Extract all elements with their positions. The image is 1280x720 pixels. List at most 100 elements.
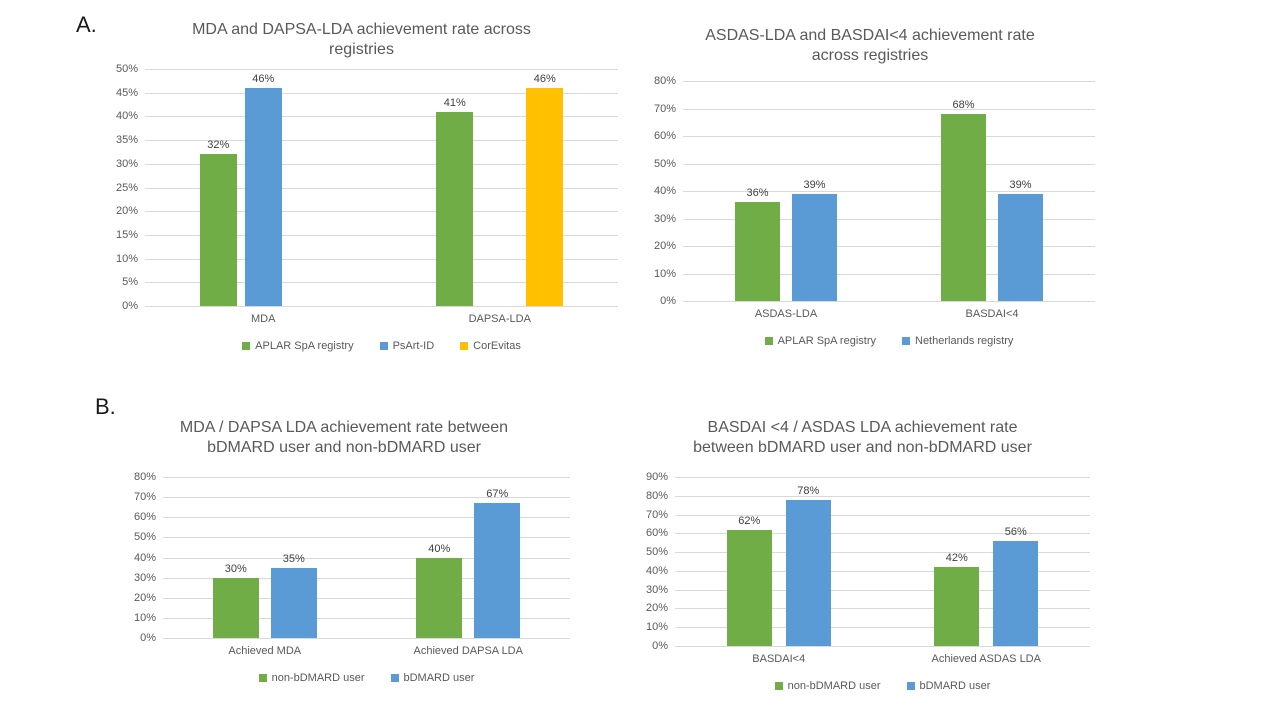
category-group: 40% 67% — [367, 477, 571, 639]
y-axis-tick-label: 0% — [122, 300, 138, 313]
bar: 56% — [993, 526, 1039, 647]
gridline — [145, 140, 618, 142]
gridline — [675, 552, 1090, 554]
bar-value-label: 78% — [797, 484, 820, 497]
bar: 41% — [436, 97, 474, 307]
chart-mda-dapsa-bdmard: MDA / DAPSA LDA achievement rate between… — [118, 418, 570, 684]
gridline — [163, 617, 570, 619]
chart-title: MDA and DAPSA-LDA achievement rate acros… — [192, 21, 531, 58]
legend-label: bDMARD user — [919, 680, 991, 693]
bar: 35% — [270, 553, 317, 639]
bar-groups: 30% 35% 40% 67% — [163, 477, 571, 639]
y-axis-tick-label: 20% — [133, 591, 156, 604]
y-axis-tick-label: 10% — [645, 621, 668, 634]
bar-value-label: 36% — [746, 187, 769, 200]
legend: APLAR SpA registry Netherlands registry — [683, 335, 1095, 347]
x-axis: ASDAS-LDA BASDAI<4 — [683, 308, 1095, 320]
bar: 46% — [526, 73, 564, 307]
y-axis-tick-label: 0% — [140, 632, 156, 645]
y-axis-tick-label: 40% — [653, 185, 676, 198]
legend-item: PsArt-ID — [379, 340, 435, 353]
y-axis-tick-label: 30% — [115, 157, 138, 170]
x-axis-category-label: Achieved MDA — [228, 645, 302, 658]
legend-item: APLAR SpA registry — [242, 340, 354, 352]
gridline — [145, 187, 618, 189]
x-axis: Achieved MDA Achieved DAPSA LDA — [163, 645, 570, 657]
gridline — [675, 514, 1090, 516]
plot-area: 36% 39% 68% 39% — [683, 81, 1095, 303]
bar: 36% — [735, 187, 780, 302]
legend-item: bDMARD user — [390, 672, 475, 685]
legend: APLAR SpA registry PsArt-ID CorEvitas — [145, 340, 618, 352]
y-axis-tick-label: 70% — [133, 491, 156, 504]
gridline — [683, 301, 1095, 303]
chart-body: 90% 80% 70% 60% 50% 40% 30% 20% 10% 0% 62% 78% 42% 56… — [635, 471, 1090, 652]
x-axis: BASDAI<4 Achieved ASDAS LDA — [675, 653, 1090, 665]
bar-value-label: 40% — [428, 542, 451, 555]
category-group: 32% 46% — [145, 69, 382, 307]
category-group: 62% 78% — [675, 477, 883, 647]
bar: 30% — [212, 563, 259, 639]
y-axis-tick-label: 20% — [115, 205, 138, 218]
gridline — [163, 477, 570, 479]
legend: non-bDMARD user bDMARD user — [163, 672, 570, 684]
gridline — [675, 627, 1090, 629]
gridline — [675, 589, 1090, 591]
gridline — [683, 81, 1095, 83]
y-axis-tick-label: 10% — [653, 267, 676, 280]
legend-swatch — [906, 682, 915, 691]
legend-swatch — [902, 337, 910, 346]
legend-label: PsArt-ID — [392, 340, 435, 353]
x-axis-category-label: Achieved ASDAS LDA — [931, 653, 1041, 666]
gridline — [675, 646, 1090, 648]
gridline — [163, 557, 570, 559]
bar: 68% — [941, 99, 986, 302]
y-axis-tick-label: 40% — [115, 110, 138, 123]
legend-swatch — [258, 674, 267, 683]
bar: 40% — [416, 543, 463, 639]
bar-groups: 36% 39% 68% 39% — [683, 81, 1095, 302]
x-axis-category-label: Achieved DAPSA LDA — [413, 645, 523, 658]
legend-label: non-bDMARD user — [787, 680, 881, 693]
gridline — [145, 92, 618, 94]
gridline — [145, 116, 618, 118]
chart-title: ASDAS-LDA and BASDAI<4 achievement rate … — [705, 27, 1035, 64]
bar-value-label: 35% — [282, 552, 305, 565]
gridline — [163, 517, 570, 519]
bar: 78% — [785, 485, 831, 647]
x-axis-category-label: MDA — [251, 313, 276, 326]
bar-value-label: 46% — [533, 73, 556, 85]
legend-item: bDMARD user — [906, 680, 991, 693]
bar: 32% — [199, 139, 237, 307]
section-label-a: A. — [76, 12, 97, 37]
chart-body: 80% 70% 60% 50% 40% 30% 20% 10% 0% 30% 35% 40% 67% — [118, 471, 571, 644]
gridline — [683, 191, 1095, 193]
y-axis-tick-label: 15% — [115, 228, 138, 241]
y-axis-tick-label: 40% — [645, 564, 668, 577]
legend-item: CorEvitas — [460, 340, 521, 352]
gridline — [145, 306, 618, 308]
y-axis-tick-label: 80% — [653, 75, 676, 88]
bar-value-label: 30% — [224, 562, 247, 575]
y-axis-tick-label: 35% — [115, 134, 138, 147]
y-axis-tick-label: 10% — [133, 611, 156, 624]
y-axis-tick-label: 0% — [652, 640, 668, 653]
bar-value-label: 32% — [207, 139, 230, 152]
legend-label: CorEvitas — [473, 340, 521, 353]
legend-item: APLAR SpA registry — [764, 335, 876, 347]
y-axis-tick-label: 30% — [653, 212, 676, 225]
bar-value-label: 62% — [738, 514, 761, 527]
x-axis-category-label: DAPSA-LDA — [468, 313, 531, 326]
legend-swatch — [764, 337, 773, 346]
y-axis: 90% 80% 70% 60% 50% 40% 30% 20% 10% 0% — [635, 471, 675, 652]
y-axis-tick-label: 10% — [115, 252, 138, 265]
legend-swatch — [460, 342, 469, 351]
gridline — [163, 497, 570, 499]
chart-asdas-basdai-registries: ASDAS-LDA and BASDAI<4 achievement rate … — [645, 26, 1095, 347]
gridline — [145, 211, 618, 213]
y-axis-tick-label: 80% — [133, 471, 156, 484]
y-axis-tick-label: 30% — [133, 571, 156, 584]
legend-label: bDMARD user — [403, 672, 475, 685]
x-axis-category-label: BASDAI<4 — [965, 308, 1019, 321]
y-axis-tick-label: 50% — [645, 546, 668, 559]
